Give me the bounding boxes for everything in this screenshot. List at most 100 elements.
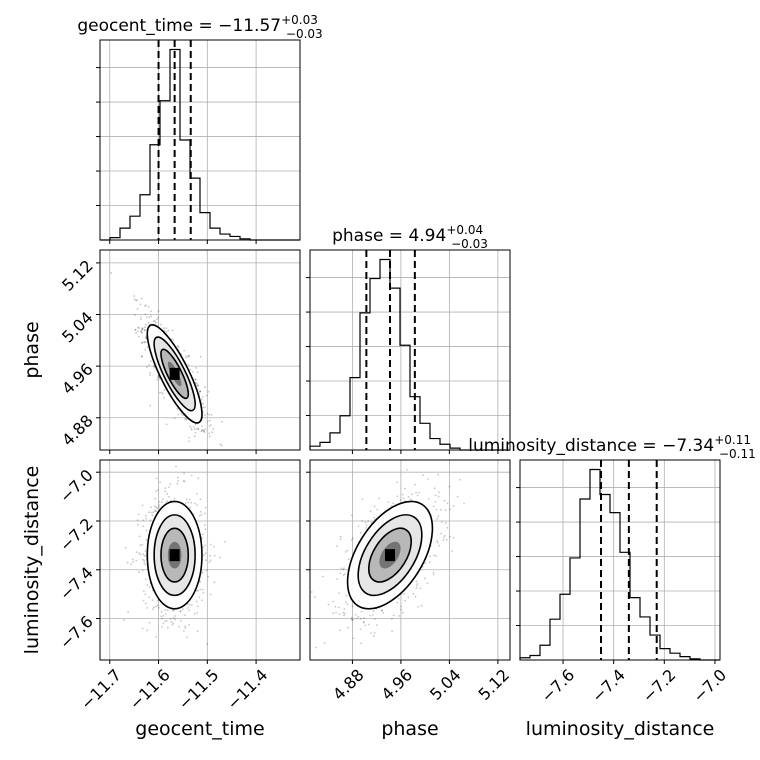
scatter-point [351,537,354,539]
scatter-point [459,478,461,481]
scatter-point [207,575,210,578]
scatter-point [151,514,154,517]
scatter-point [146,316,148,318]
frames-layer [96,39,721,664]
panel-frame [519,459,721,661]
scatter-point [162,396,165,399]
scatter-point [150,506,152,509]
scatter-point [123,619,125,622]
scatter-point [203,431,206,434]
scatter-point [148,586,151,588]
scatter-point [188,609,191,612]
scatter-point [136,308,139,310]
scatter-point [435,508,438,511]
scatter-point [197,477,200,480]
x-tick-label: −11.4 [223,665,271,713]
x-tick-label: 5.12 [475,665,514,704]
scatter-point [382,612,385,614]
scatter-point [363,621,365,624]
scatter-point [141,329,143,331]
scatter-point [144,348,147,351]
scatter-point [204,506,207,509]
scatter-point [201,537,204,539]
scatter-point [146,346,149,348]
scatter-point [362,620,365,623]
scatter-point [198,596,201,598]
scatter-point [350,618,353,621]
scatter-point [456,495,459,498]
x-tick-label: −7.0 [689,665,730,706]
scatter-point [378,497,381,500]
scatter-point [198,390,201,393]
scatter-point [436,541,439,544]
scatter-point [411,493,413,496]
scatter-point [364,624,367,627]
scatter-point [347,626,349,629]
scatter-point [124,546,127,549]
scatter-point [155,477,158,480]
scatter-point [144,323,147,326]
scatter-point [144,340,147,343]
scatter-point [189,368,192,371]
scatter-point [155,506,158,509]
scatter-point [201,402,203,404]
scatter-point [434,494,437,497]
scatter-point [136,299,138,301]
scatter-point [204,414,206,417]
scatter-point [339,629,341,632]
scatter-point [150,315,153,318]
scatter-point [194,378,197,381]
scatter-point [448,485,451,488]
scatter-point [451,550,453,553]
marks-layer [100,40,720,661]
x-tick-label: 5.04 [426,665,465,704]
scatter-point [342,568,345,571]
scatter-point [337,606,340,609]
scatter-point [427,478,429,481]
scatter-point [206,412,209,415]
scatter-point [417,605,419,608]
scatter-point [149,404,152,407]
scatter-point [164,613,167,616]
scatter-point [137,523,139,526]
scatter-point [140,316,142,318]
scatter-point [201,429,204,431]
scatter-point [202,429,205,432]
scatter-point [158,506,161,509]
x-tick-label: −7.6 [537,665,578,706]
scatter-point [345,594,348,597]
scatter-point [415,491,417,494]
scatter-point [200,430,203,433]
scatter-point [182,414,184,416]
scatter-point [161,393,164,395]
scatter-point [361,498,364,501]
scatter-point [155,605,157,608]
scatter-point [195,600,198,603]
scatter-point [182,480,185,483]
scatter-point [177,413,180,416]
scatter-point [369,614,371,617]
scatter-point [145,538,148,541]
scatter-point [196,371,199,374]
scatter-point [172,622,174,625]
scatter-point [209,559,212,562]
scatter-point [156,604,159,607]
text-layer: geocent_time = −11.57+0.03 −0.03 phase = 4… [21,13,756,740]
scatter-point [138,571,140,574]
scatter-point [437,473,440,476]
scatter-point [373,631,376,634]
scatter-point [183,480,186,483]
scatter-point [332,600,335,603]
scatter-point [161,625,163,628]
scatter-point [346,549,349,552]
scatter-point [199,390,202,393]
scatter-point [357,615,360,618]
scatter-point [188,498,191,501]
scatter-point [154,497,157,500]
scatter-point [143,329,146,332]
scatter-point [446,526,449,529]
scatter-point [157,607,160,609]
scatter-point [338,592,340,594]
scatter-point [404,487,406,490]
scatter-point [144,341,146,344]
